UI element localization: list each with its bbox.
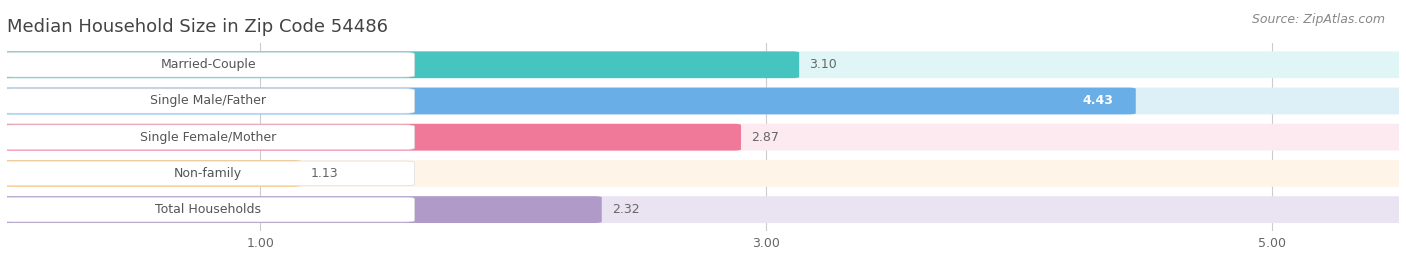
FancyBboxPatch shape <box>0 51 1406 78</box>
FancyBboxPatch shape <box>0 160 1406 187</box>
Text: Source: ZipAtlas.com: Source: ZipAtlas.com <box>1251 13 1385 26</box>
FancyBboxPatch shape <box>0 196 1406 223</box>
FancyBboxPatch shape <box>1 52 415 77</box>
FancyBboxPatch shape <box>1 125 415 150</box>
Text: 2.87: 2.87 <box>751 131 779 144</box>
Text: Married-Couple: Married-Couple <box>160 58 256 71</box>
FancyBboxPatch shape <box>1 197 415 222</box>
Text: Non-family: Non-family <box>174 167 242 180</box>
Text: Total Households: Total Households <box>155 203 262 216</box>
Text: 3.10: 3.10 <box>810 58 837 71</box>
Text: Median Household Size in Zip Code 54486: Median Household Size in Zip Code 54486 <box>7 18 388 36</box>
Text: Single Female/Mother: Single Female/Mother <box>141 131 277 144</box>
Text: 1.13: 1.13 <box>311 167 339 180</box>
FancyBboxPatch shape <box>0 196 602 223</box>
FancyBboxPatch shape <box>0 88 1406 114</box>
FancyBboxPatch shape <box>1 89 415 113</box>
FancyBboxPatch shape <box>0 124 741 151</box>
FancyBboxPatch shape <box>0 160 301 187</box>
FancyBboxPatch shape <box>1 161 415 186</box>
FancyBboxPatch shape <box>0 88 1136 114</box>
Text: Single Male/Father: Single Male/Father <box>150 94 266 108</box>
FancyBboxPatch shape <box>0 124 1406 151</box>
FancyBboxPatch shape <box>0 51 799 78</box>
Text: 2.32: 2.32 <box>612 203 640 216</box>
Text: 4.43: 4.43 <box>1083 94 1114 108</box>
